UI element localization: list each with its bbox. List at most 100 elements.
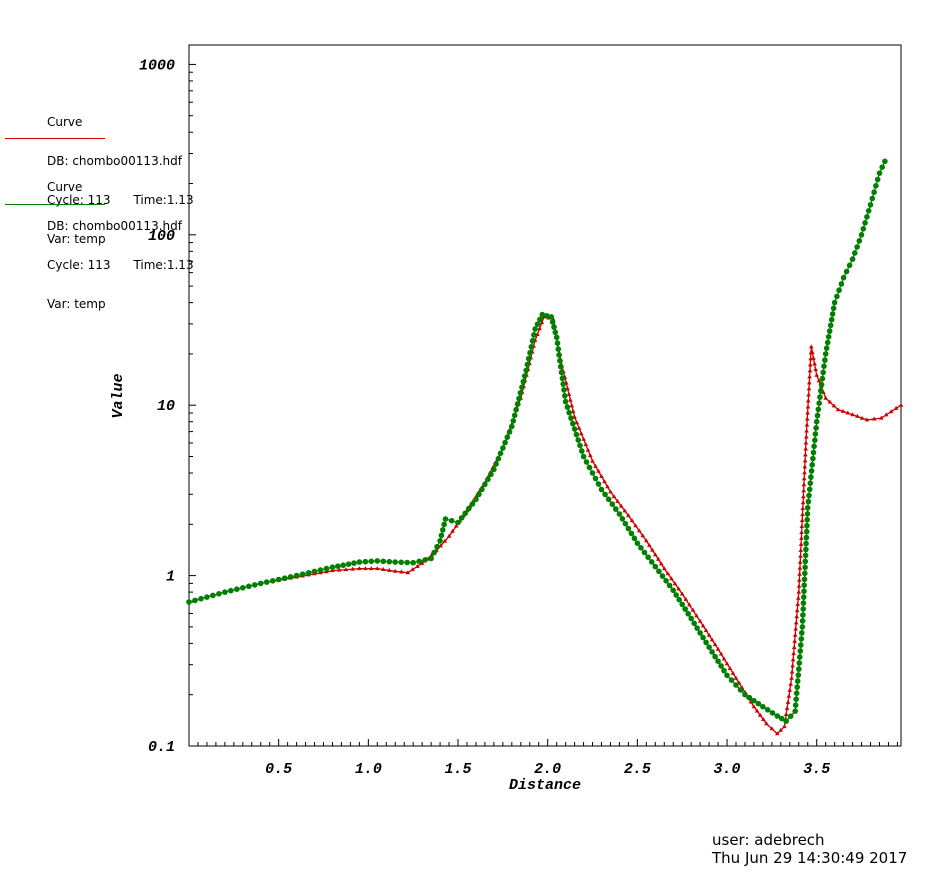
series-2-point (476, 491, 482, 498)
series-2-point (571, 426, 578, 432)
series-1-point (453, 523, 459, 528)
series-2-point (586, 464, 593, 471)
series-2-point (803, 534, 810, 541)
series-1-point (850, 412, 855, 417)
series-2-point (808, 468, 815, 474)
series-1-point (419, 560, 425, 565)
series-2-point (801, 576, 808, 583)
series-2-point (804, 505, 811, 511)
y-tick-label: 1 (166, 569, 175, 586)
series-1-line (188, 316, 902, 735)
series-2-point (774, 713, 781, 719)
series-2-point (269, 578, 276, 584)
series-1-point (633, 523, 638, 528)
series-2-point (634, 540, 641, 546)
series-2-point (804, 511, 811, 517)
series-2-point (275, 576, 282, 583)
series-2-point (706, 644, 712, 650)
series-1-point (672, 581, 678, 586)
series-2-point (737, 687, 744, 693)
series-1-point (350, 566, 355, 571)
series-2-point (516, 395, 522, 402)
series-1-point (806, 398, 811, 403)
series-2-point (441, 521, 447, 528)
series-1-point (336, 567, 342, 572)
series-1-point (796, 583, 802, 588)
series-2-point (865, 208, 872, 214)
series-1-point (786, 693, 792, 698)
series-1-point (791, 651, 796, 656)
series-1-point (789, 675, 794, 680)
series-2-point (345, 561, 352, 567)
series-1-point (794, 614, 799, 619)
series-1-point (588, 453, 593, 458)
series-2-point (559, 375, 566, 382)
series-2-point (712, 653, 718, 660)
series-2-point (335, 563, 341, 569)
series-1-point (405, 570, 411, 575)
series-2-point (504, 434, 511, 441)
series-2-point (299, 571, 306, 577)
y-tick-label: 1000 (139, 57, 175, 74)
series-1-point (764, 721, 769, 726)
series-1-point (831, 403, 837, 408)
legend-entry-1: Curve DB: chombo00113.hdf Cycle: 113 Tim… (47, 90, 194, 259)
x-tick-label: 3.0 (714, 761, 741, 778)
series-1-point (730, 670, 736, 675)
series-1-point (799, 524, 805, 528)
series-1-point (813, 367, 818, 371)
series-2-point (532, 326, 538, 332)
legend-1-swatch (5, 138, 105, 139)
series-2-point (798, 636, 805, 642)
series-1-point (676, 586, 681, 591)
series-2-point (602, 491, 608, 498)
series-1-point (800, 512, 805, 517)
series-2-point (799, 624, 806, 630)
series-1-point (798, 541, 804, 546)
series-1-point (797, 559, 803, 564)
series-2-point (821, 363, 827, 370)
y-tick-label: 100 (148, 228, 175, 245)
series-2-point (840, 274, 847, 281)
series-2-point (240, 585, 246, 591)
series-2-point (398, 559, 405, 566)
series-1-point (690, 607, 696, 612)
series-1-point (415, 564, 420, 568)
legend-2-title: Curve (47, 180, 83, 194)
series-2-point (648, 559, 655, 565)
series-2-point (428, 555, 434, 562)
series-2-point (598, 486, 605, 493)
series-1-point (792, 638, 797, 643)
series-2-point (509, 423, 515, 430)
series-2-point (616, 511, 623, 517)
series-2-point (803, 546, 809, 553)
series-1-point (806, 392, 811, 397)
series-2-point (281, 575, 288, 581)
series-1-point (653, 552, 658, 557)
series-1-point (803, 440, 809, 445)
series-2-point (830, 305, 837, 312)
series-2-line (188, 161, 886, 722)
series-1-point (700, 623, 706, 628)
series-1-point (800, 500, 806, 505)
series-1-point (778, 727, 784, 732)
series-2-point (812, 431, 819, 437)
series-2-point (818, 381, 825, 388)
series-1-point (754, 708, 760, 713)
series-1-point (804, 422, 810, 427)
series-2-point (824, 339, 831, 346)
series-1-point (802, 464, 808, 469)
series-2-point (186, 599, 192, 605)
series-1-point (566, 391, 572, 396)
series-1-point (596, 468, 601, 473)
series-2-point (216, 591, 222, 597)
series-2-point (673, 592, 679, 598)
series-1-point (712, 642, 718, 646)
series-1-point (374, 566, 380, 571)
series-2-point (802, 564, 808, 571)
series-1-point (799, 535, 804, 540)
series-1-point (808, 362, 813, 367)
series-2-point (252, 582, 258, 588)
series-1-point (797, 571, 802, 576)
series-2-point (659, 573, 666, 579)
